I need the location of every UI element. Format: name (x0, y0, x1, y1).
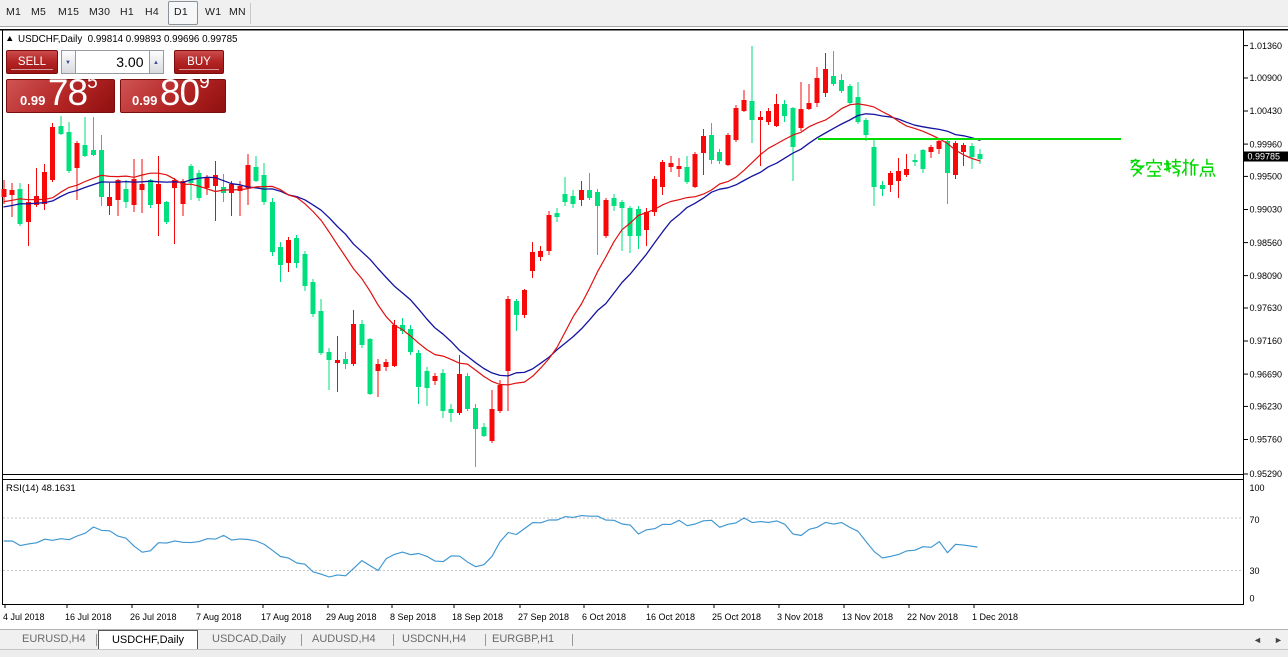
svg-text:16 Oct 2018: 16 Oct 2018 (646, 612, 695, 622)
svg-text:7 Aug 2018: 7 Aug 2018 (196, 612, 242, 622)
svg-text:29 Aug 2018: 29 Aug 2018 (326, 612, 377, 622)
svg-text:26 Jul 2018: 26 Jul 2018 (130, 612, 177, 622)
svg-text:RSI(14) 48.1631: RSI(14) 48.1631 (6, 483, 76, 494)
svg-text:0.95290: 0.95290 (1250, 469, 1283, 479)
svg-text:13 Nov 2018: 13 Nov 2018 (842, 612, 893, 622)
svg-text:25 Oct 2018: 25 Oct 2018 (712, 612, 761, 622)
svg-text:0.98090: 0.98090 (1250, 271, 1283, 281)
svg-text:22 Nov 2018: 22 Nov 2018 (907, 612, 958, 622)
svg-text:17 Aug 2018: 17 Aug 2018 (261, 612, 312, 622)
svg-text:0: 0 (1250, 594, 1255, 604)
svg-text:1.01360: 1.01360 (1250, 41, 1283, 51)
svg-text:0.95760: 0.95760 (1250, 435, 1283, 445)
svg-text:0.96690: 0.96690 (1250, 369, 1283, 379)
svg-text:0.97160: 0.97160 (1250, 336, 1283, 346)
svg-text:1 Dec 2018: 1 Dec 2018 (972, 612, 1018, 622)
svg-text:4 Jul 2018: 4 Jul 2018 (3, 612, 45, 622)
svg-text:30: 30 (1250, 566, 1260, 576)
svg-text:0.99785: 0.99785 (1248, 152, 1281, 162)
svg-text:8 Sep 2018: 8 Sep 2018 (390, 612, 436, 622)
svg-text:27 Sep 2018: 27 Sep 2018 (518, 612, 569, 622)
svg-text:0.99030: 0.99030 (1250, 205, 1283, 215)
svg-text:16 Jul 2018: 16 Jul 2018 (65, 612, 112, 622)
svg-text:0.96230: 0.96230 (1250, 402, 1283, 412)
svg-text:100: 100 (1250, 483, 1265, 493)
svg-text:1.00900: 1.00900 (1250, 73, 1283, 83)
svg-text:0.99500: 0.99500 (1250, 172, 1283, 182)
svg-text:18 Sep 2018: 18 Sep 2018 (452, 612, 503, 622)
svg-text:USDCHF,Daily 0.99814 0.99893: USDCHF,Daily 0.99814 0.99893 0.99696 0.9… (18, 34, 238, 45)
svg-text:0.99960: 0.99960 (1250, 139, 1283, 149)
svg-text:1.00430: 1.00430 (1250, 106, 1283, 116)
svg-text:3 Nov 2018: 3 Nov 2018 (777, 612, 823, 622)
svg-text:6 Oct 2018: 6 Oct 2018 (582, 612, 626, 622)
svg-text:70: 70 (1250, 515, 1260, 525)
svg-text:0.98560: 0.98560 (1250, 238, 1283, 248)
svg-text:0.97630: 0.97630 (1250, 303, 1283, 313)
